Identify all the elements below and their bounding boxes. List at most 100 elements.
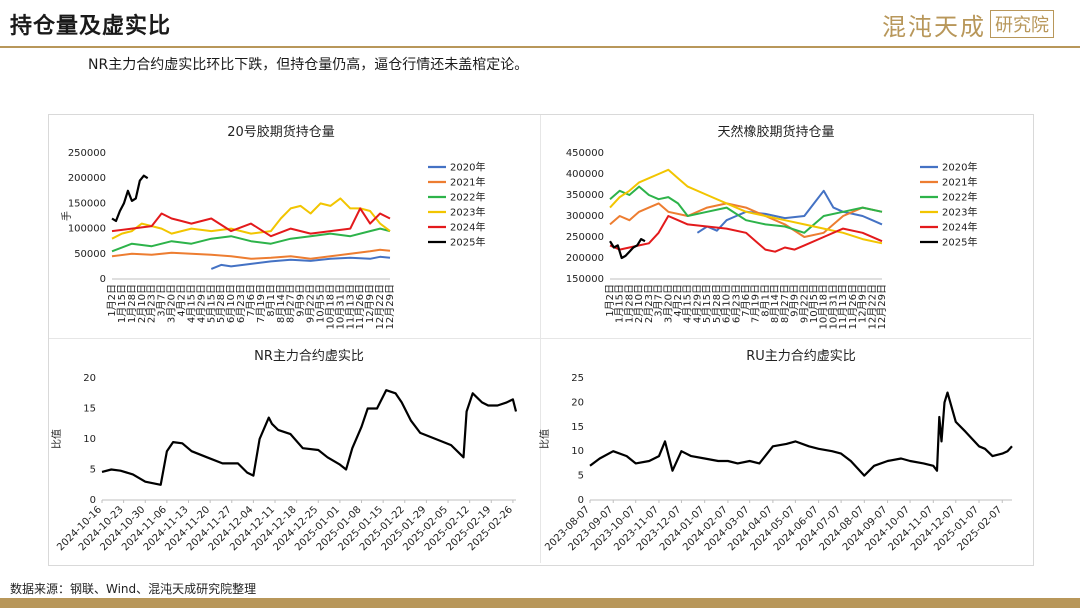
legend-label: 2024年 <box>450 221 485 234</box>
chart-title: 20号胶期货持仓量 <box>227 124 335 140</box>
y-tick-label: 15 <box>571 422 584 433</box>
series-line-2025 <box>609 237 646 260</box>
series-line-2023 <box>111 197 391 240</box>
legend-label: 2021年 <box>450 176 485 189</box>
charts-panel <box>48 114 1034 566</box>
series-line-2020 <box>210 255 391 270</box>
x-tick-label: 10月5日 <box>808 284 820 323</box>
chart-ru-ratio: RU主力合约虚实比比值05101520252023-08-072023-09-0… <box>538 349 1013 553</box>
brand-institute: 研究院 <box>990 10 1054 38</box>
legend-label: 2022年 <box>450 191 485 204</box>
x-tick-label: 2月10日 <box>136 284 148 323</box>
x-tick-label: 5月15日 <box>205 284 217 323</box>
y-tick-label: 250000 <box>566 232 604 243</box>
x-tick-label: 12月9日 <box>857 284 869 323</box>
x-tick-label: 11月26日 <box>354 284 366 329</box>
x-tick-label: 3月20日 <box>166 284 178 323</box>
x-tick-label: 1月28日 <box>126 284 138 323</box>
y-axis-label: 比值 <box>50 429 63 449</box>
chart-title: RU主力合约虚实比 <box>746 349 856 364</box>
header-rule <box>0 46 1080 48</box>
series-line-2022 <box>609 185 883 234</box>
y-tick-label: 200000 <box>68 173 106 184</box>
y-tick-label: 50000 <box>74 249 106 260</box>
y-tick-label: 0 <box>90 495 96 506</box>
series-line-2020 <box>696 189 883 234</box>
x-tick-label: 10月18日 <box>818 284 830 329</box>
series-line-2024 <box>609 215 883 253</box>
series-line-2025 <box>111 174 149 223</box>
x-tick-label: 12月22日 <box>374 284 386 329</box>
brand-logo: 混沌天成 研究院 <box>882 8 1054 41</box>
x-tick-label: 12月29日 <box>876 284 888 329</box>
x-tick-label: 4月29日 <box>195 284 207 323</box>
legend-label: 2023年 <box>942 206 977 219</box>
x-tick-label: 8月1日 <box>759 284 771 317</box>
x-tick-label: 3月7日 <box>653 284 665 317</box>
x-tick-label: 1月2日 <box>604 284 616 317</box>
legend-label: 2020年 <box>450 161 485 174</box>
y-tick-label: 300000 <box>566 211 604 222</box>
x-tick-label: 11月13日 <box>837 284 849 329</box>
chart-nr-ratio: NR主力合约虚实比比值051015202024-10-162024-10-232… <box>50 349 518 553</box>
x-tick-label: 2月23日 <box>643 284 655 323</box>
panel-divider-horizontal <box>49 338 1031 339</box>
x-tick-label: 12月22日 <box>866 284 878 329</box>
legend-label: 2025年 <box>942 236 977 249</box>
source-note: 数据来源：钢联、Wind、混沌天成研究院整理 <box>10 582 257 596</box>
x-tick-label: 7月19日 <box>750 284 762 323</box>
x-tick-label: 2月23日 <box>146 284 158 323</box>
y-tick-label: 350000 <box>566 190 604 201</box>
x-tick-label: 10月18日 <box>324 284 336 329</box>
y-tick-label: 400000 <box>566 169 604 180</box>
chart-title: 天然橡胶期货持仓量 <box>717 124 834 140</box>
x-tick-label: 2月10日 <box>633 284 645 323</box>
series-line-ratio <box>589 391 1013 477</box>
x-tick-label: 1月15日 <box>614 284 626 323</box>
x-tick-label: 9月9日 <box>295 284 307 317</box>
x-tick-label: 1月15日 <box>116 284 128 323</box>
x-tick-label: 7月19日 <box>255 284 267 323</box>
x-tick-label: 9月22日 <box>798 284 810 323</box>
chart-ru-open-interest: 天然橡胶期货持仓量 150000 200000 250000 300000 350000 4… <box>566 124 978 329</box>
x-tick-label: 7月6日 <box>740 284 752 317</box>
x-tick-label: 4月2日 <box>176 284 188 317</box>
y-axis-label: 比值 <box>538 429 551 449</box>
series-line-2023 <box>609 168 883 245</box>
x-tick-label: 12月9日 <box>364 284 376 323</box>
chart-title: NR主力合约虚实比 <box>254 349 364 364</box>
y-tick-label: 15 <box>83 404 96 415</box>
y-tick-label: 10 <box>571 446 584 457</box>
x-tick-label: 1月2日 <box>106 284 118 317</box>
x-tick-label: 9月9日 <box>789 284 801 317</box>
y-tick-label: 25 <box>571 373 584 384</box>
y-tick-label: 20 <box>571 397 584 408</box>
series-line-2022 <box>111 227 391 253</box>
y-tick-label: 250000 <box>68 148 106 159</box>
x-tick-label: 8月27日 <box>285 284 297 323</box>
y-tick-label: 0 <box>100 274 106 285</box>
page-title: 持仓量及虚实比 <box>10 14 172 39</box>
footer-bar <box>0 598 1080 608</box>
y-tick-label: 150000 <box>566 274 604 285</box>
x-tick-label: 10月31日 <box>334 284 346 329</box>
x-tick-label: 8月14日 <box>275 284 287 323</box>
y-axis-label: 手 <box>60 211 73 221</box>
x-tick-label: 6月10日 <box>225 284 237 323</box>
x-tick-label: 4月15日 <box>682 284 694 323</box>
x-tick-label: 6月23日 <box>730 284 742 323</box>
x-tick-label: 1月28日 <box>623 284 635 323</box>
y-tick-label: 450000 <box>566 148 604 159</box>
x-tick-label: 4月29日 <box>691 284 703 323</box>
series-line-ratio <box>101 389 518 486</box>
brand-name: 混沌天成 <box>882 12 986 41</box>
x-tick-label: 3月20日 <box>662 284 674 323</box>
legend-label: 2023年 <box>450 206 485 219</box>
x-tick-label: 10月31日 <box>827 284 839 329</box>
x-tick-label: 4月15日 <box>185 284 197 323</box>
series-line-2021 <box>111 248 391 260</box>
legend-label: 2025年 <box>450 236 485 249</box>
y-tick-label: 100000 <box>68 224 106 235</box>
y-tick-label: 150000 <box>68 198 106 209</box>
